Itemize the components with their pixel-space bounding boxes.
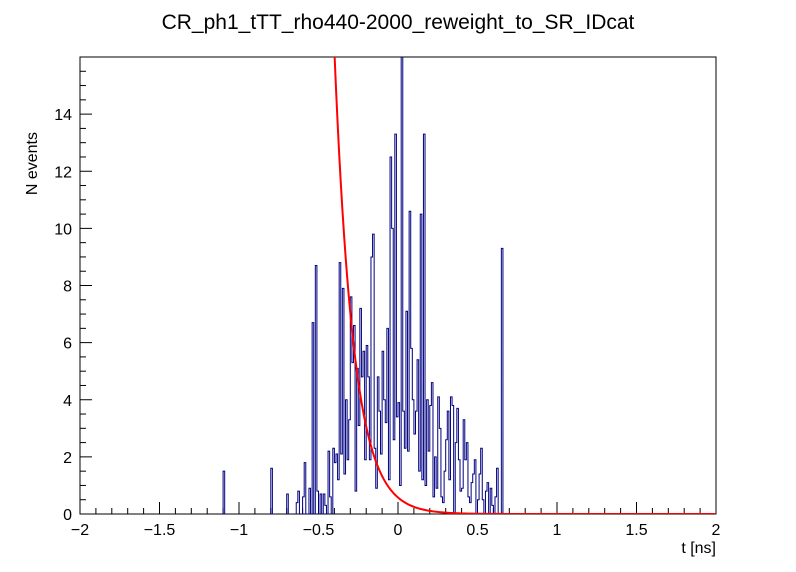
plot-frame [79, 56, 717, 515]
x-tick-label: 1 [553, 522, 562, 539]
y-tick-label: 4 [63, 393, 72, 410]
x-tick-label: 1.5 [625, 522, 647, 539]
axis-ticks [79, 56, 717, 515]
y-tick-label: 8 [63, 279, 72, 296]
y-tick-label: 14 [54, 107, 72, 124]
chart-title: CR_ph1_tTT_rho440-2000_reweight_to_SR_ID… [162, 11, 635, 34]
x-tick-label: −1.5 [144, 522, 176, 539]
y-axis-label: N events [24, 132, 41, 195]
y-tick-labels: 0 2 4 6 8 10 12 14 [54, 107, 72, 524]
histogram-series [222, 57, 505, 514]
x-tick-label: 0 [394, 522, 403, 539]
x-tick-label: −2 [71, 522, 89, 539]
x-tick-labels: −2 −1.5 −1 −0.5 0 0.5 1 1.5 2 [71, 522, 721, 539]
y-tick-label: 10 [54, 221, 72, 238]
x-axis-label: t [ns] [681, 540, 716, 557]
x-tick-label: −0.5 [303, 522, 335, 539]
x-tick-label: 0.5 [466, 522, 488, 539]
y-tick-label: 0 [63, 507, 72, 524]
fit-curve [333, 57, 716, 514]
y-tick-label: 12 [54, 164, 72, 181]
y-tick-label: 6 [63, 336, 72, 353]
x-tick-label: 2 [712, 522, 721, 539]
x-tick-label: −1 [230, 522, 248, 539]
y-tick-label: 2 [63, 450, 72, 467]
